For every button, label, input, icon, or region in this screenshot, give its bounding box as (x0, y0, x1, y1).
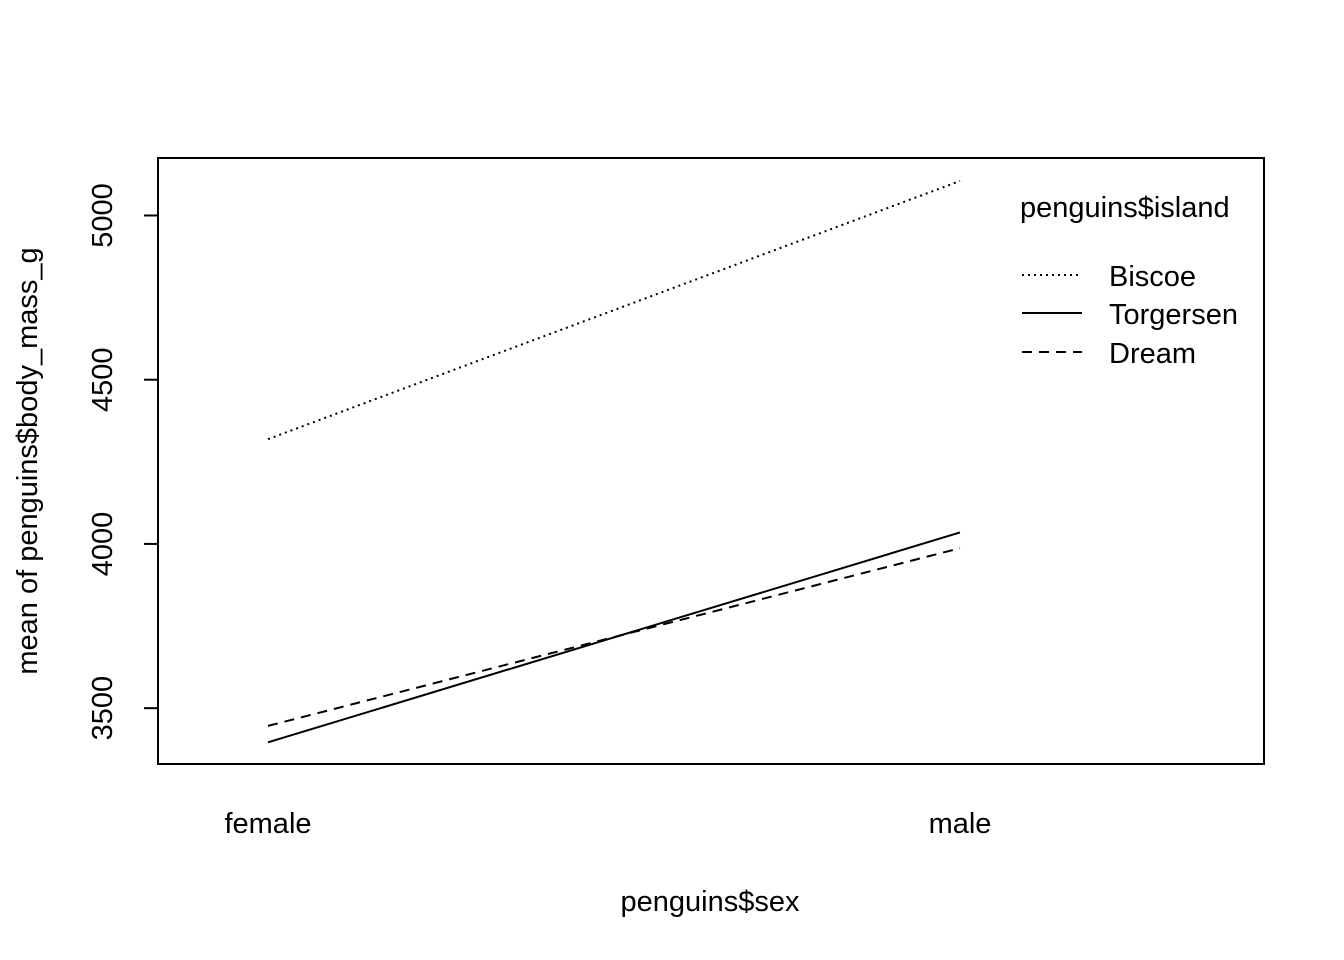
plot-frame (157, 157, 1265, 765)
series-lines (267, 180, 961, 744)
x-tick-label-female: female (224, 808, 311, 840)
y-tick-label: 3500 (87, 676, 119, 741)
x-axis-title: penguins$sex (621, 886, 800, 918)
y-tick-label: 5000 (87, 183, 119, 248)
legend-label-dream: Dream (1109, 338, 1196, 370)
y-axis: 3500 4000 4500 5000 (87, 183, 159, 741)
y-tick-label: 4000 (87, 512, 119, 577)
y-tick-label: 4500 (87, 347, 119, 412)
x-axis: female male (224, 808, 991, 840)
y-axis-title: mean of penguins$body_mass_g (12, 247, 44, 674)
series-line-biscoe (267, 180, 961, 441)
x-tick-label-male: male (929, 808, 992, 840)
legend-label-torgersen: Torgersen (1109, 299, 1238, 331)
legend-title: penguins$island (1020, 192, 1230, 224)
legend: penguins$island Biscoe Torgersen Dream (1020, 192, 1238, 370)
legend-label-biscoe: Biscoe (1109, 261, 1196, 293)
series-line-dream (267, 547, 961, 727)
